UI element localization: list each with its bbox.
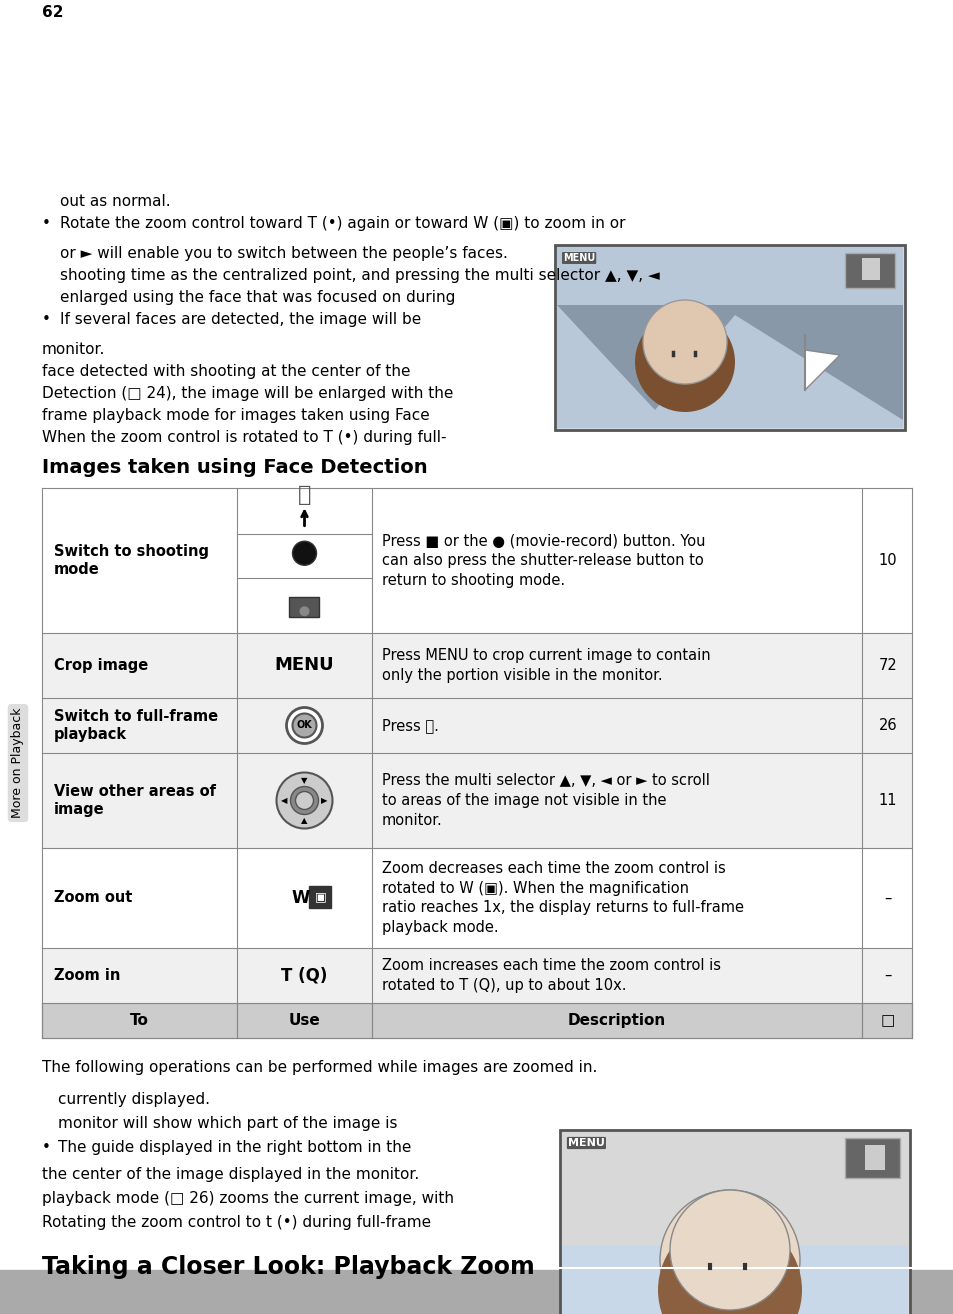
Text: More on Playback: More on Playback — [11, 708, 25, 819]
Circle shape — [299, 606, 309, 616]
Circle shape — [669, 1190, 789, 1310]
Text: ▣: ▣ — [314, 891, 326, 904]
Bar — [559, 1130, 909, 1314]
Text: Press Ⓞ.: Press Ⓞ. — [381, 717, 438, 733]
Text: The following operations can be performed while images are zoomed in.: The following operations can be performe… — [42, 1060, 597, 1075]
Text: Zoom increases each time the zoom control is
rotated to T (Q), up to about 10x.: Zoom increases each time the zoom contro… — [381, 958, 720, 993]
Text: OK: OK — [296, 720, 312, 731]
Bar — [289, 597, 319, 616]
Text: playback mode (□ 26) zooms the current image, with: playback mode (□ 26) zooms the current i… — [42, 1190, 454, 1206]
Text: Press the multi selector ▲, ▼, ◄ or ► to scroll
to areas of the image not visibl: Press the multi selector ▲, ▼, ◄ or ► to… — [381, 773, 709, 828]
Bar — [862, 258, 879, 280]
Text: enlarged using the face that was focused on during: enlarged using the face that was focused… — [60, 290, 455, 305]
Polygon shape — [557, 305, 902, 420]
Polygon shape — [804, 350, 840, 390]
Text: ▶: ▶ — [321, 796, 328, 805]
Text: The guide displayed in the right bottom in the: The guide displayed in the right bottom … — [58, 1141, 411, 1155]
Text: ▲: ▲ — [301, 816, 308, 825]
Text: View other areas of
image: View other areas of image — [54, 784, 215, 817]
Text: 11: 11 — [878, 794, 897, 808]
Bar — [309, 886, 331, 908]
Bar — [864, 1144, 884, 1169]
Circle shape — [291, 787, 318, 815]
Circle shape — [659, 1190, 800, 1314]
Text: currently displayed.: currently displayed. — [58, 1092, 210, 1106]
Text: frame playback mode for images taken using Face: frame playback mode for images taken usi… — [42, 409, 429, 423]
Text: Crop image: Crop image — [54, 658, 148, 673]
Text: Switch to full-frame
playback: Switch to full-frame playback — [54, 710, 218, 741]
Circle shape — [658, 1218, 801, 1314]
Text: Rotating the zoom control to t (•) during full-frame: Rotating the zoom control to t (•) durin… — [42, 1215, 431, 1230]
Text: monitor will show which part of the image is: monitor will show which part of the imag… — [58, 1116, 397, 1131]
Text: Zoom in: Zoom in — [54, 968, 120, 983]
Bar — [42, 633, 911, 698]
Circle shape — [635, 311, 734, 413]
Bar — [42, 1003, 911, 1038]
Circle shape — [276, 773, 333, 829]
Text: Detection (□ 24), the image will be enlarged with the: Detection (□ 24), the image will be enla… — [42, 386, 453, 401]
Circle shape — [293, 714, 316, 737]
Text: MENU: MENU — [274, 657, 334, 674]
Text: MENU: MENU — [562, 254, 595, 263]
Text: □: □ — [880, 1013, 894, 1028]
Text: –: – — [883, 968, 891, 983]
Text: •: • — [42, 1141, 51, 1155]
Bar — [42, 698, 911, 753]
Bar — [42, 848, 911, 947]
Bar — [844, 254, 894, 288]
Bar — [555, 244, 904, 430]
Text: W: W — [293, 890, 316, 907]
Text: Zoom decreases each time the zoom control is
rotated to W (▣). When the magnific: Zoom decreases each time the zoom contro… — [381, 861, 743, 936]
Text: T (Q): T (Q) — [281, 967, 327, 984]
Text: Rotate the zoom control toward T (•) again or toward W (▣) to zoom in or: Rotate the zoom control toward T (•) aga… — [60, 215, 625, 231]
Text: Taking a Closer Look: Playback Zoom: Taking a Closer Look: Playback Zoom — [42, 1255, 535, 1279]
Text: 62: 62 — [42, 5, 64, 20]
Text: –: – — [883, 891, 891, 905]
Bar — [42, 753, 911, 848]
Text: To: To — [130, 1013, 149, 1028]
Text: or ► will enable you to switch between the people’s faces.: or ► will enable you to switch between t… — [60, 246, 507, 261]
Text: Press ■ or the ● (movie-record) button. You
can also press the shutter-release b: Press ■ or the ● (movie-record) button. … — [381, 533, 705, 587]
Text: ▼: ▼ — [301, 777, 308, 784]
Text: When the zoom control is rotated to T (•) during full-: When the zoom control is rotated to T (•… — [42, 430, 446, 445]
Text: Press MENU to crop current image to contain
only the portion visible in the moni: Press MENU to crop current image to cont… — [381, 648, 710, 683]
Bar — [561, 1244, 907, 1314]
Circle shape — [642, 300, 726, 384]
Circle shape — [293, 541, 316, 565]
Circle shape — [295, 791, 314, 809]
Text: ◀: ◀ — [281, 796, 288, 805]
Text: Description: Description — [567, 1013, 665, 1028]
Text: •: • — [42, 215, 51, 231]
Text: 26: 26 — [878, 717, 897, 733]
Text: If several faces are detected, the image will be: If several faces are detected, the image… — [60, 311, 421, 327]
Bar — [0, 1271, 953, 1314]
Text: face detected with shooting at the center of the: face detected with shooting at the cente… — [42, 364, 410, 378]
Text: •: • — [42, 311, 51, 327]
Text: Use: Use — [289, 1013, 320, 1028]
Bar — [557, 247, 902, 428]
Text: out as normal.: out as normal. — [60, 194, 171, 209]
Text: shooting time as the centralized point, and pressing the multi selector ▲, ▼, ◄: shooting time as the centralized point, … — [60, 268, 659, 283]
Bar — [42, 947, 911, 1003]
Text: the center of the image displayed in the monitor.: the center of the image displayed in the… — [42, 1167, 418, 1183]
Text: 72: 72 — [878, 658, 897, 673]
Text: monitor.: monitor. — [42, 342, 105, 357]
Text: MENU: MENU — [567, 1138, 604, 1148]
Text: 10: 10 — [878, 553, 897, 568]
Text: Switch to shooting
mode: Switch to shooting mode — [54, 544, 209, 577]
Text: Images taken using Face Detection: Images taken using Face Detection — [42, 459, 427, 477]
Text: Zoom out: Zoom out — [54, 891, 132, 905]
Circle shape — [286, 707, 322, 744]
Bar — [844, 1138, 899, 1177]
Text: ⌒: ⌒ — [297, 485, 311, 506]
Bar — [42, 487, 911, 633]
